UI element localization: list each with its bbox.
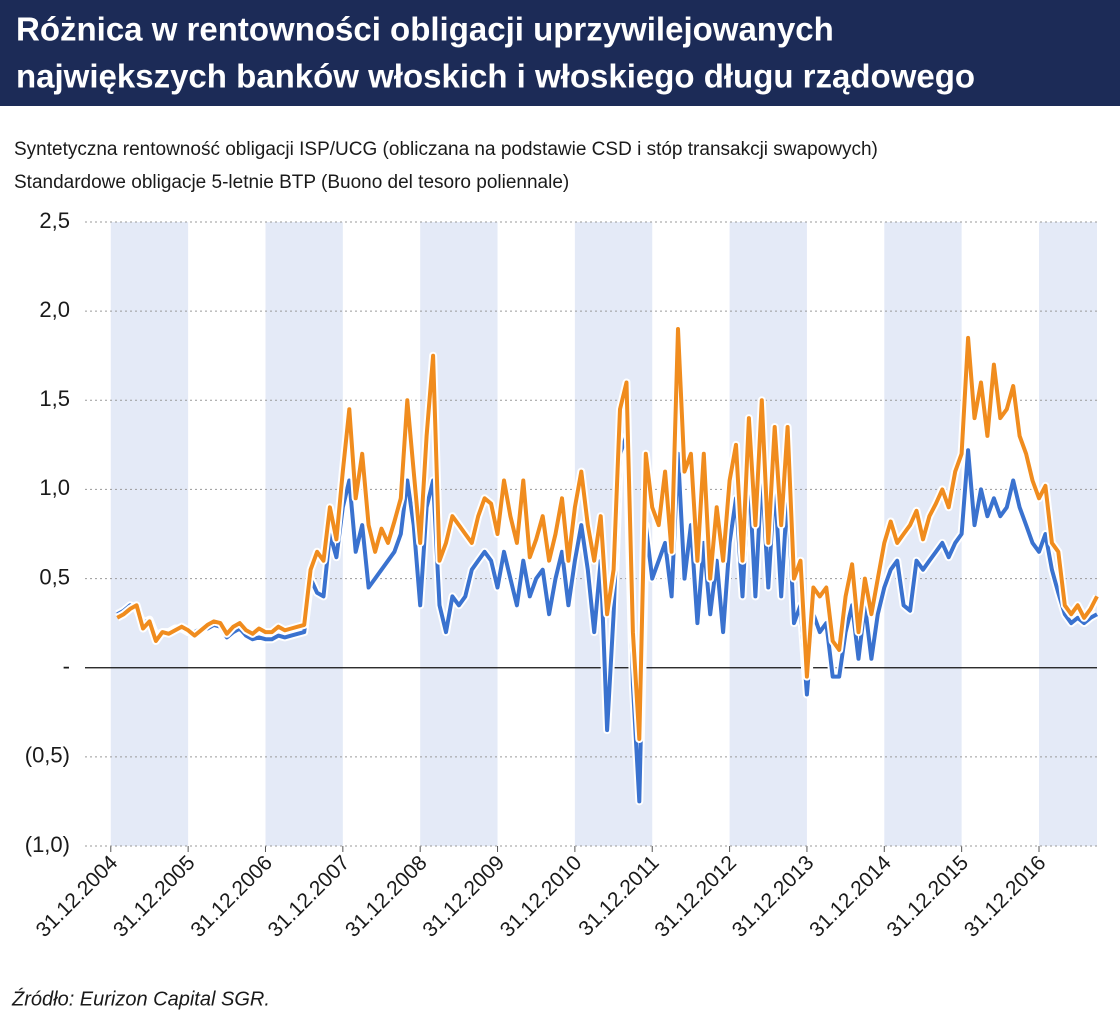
x-tick-label: 31.12.2009: [418, 851, 509, 942]
x-tick-label: 31.12.2016: [960, 851, 1051, 942]
y-tick-label: -: [63, 654, 70, 679]
x-tick-label: 31.12.2014: [805, 851, 896, 942]
x-tick-label: 31.12.2007: [264, 851, 355, 942]
series-line: [116, 433, 1098, 804]
year-band: [110, 222, 189, 846]
source: Źródło: Eurizon Capital SGR.: [11, 987, 270, 1010]
y-tick-label: 2,5: [39, 208, 70, 233]
x-tick-label: 31.12.2012: [650, 851, 741, 942]
x-tick-label: 31.12.2010: [496, 851, 587, 942]
x-tick-label: 31.12.2005: [109, 851, 200, 942]
x-tick-label: 31.12.2008: [341, 851, 432, 942]
y-tick-label: 0,5: [39, 564, 70, 589]
x-tick-label: 31.12.2006: [186, 851, 277, 942]
x-tick-label: 31.12.2015: [883, 851, 974, 942]
chart-title: największych banków włoskich i włoskiego…: [16, 58, 975, 95]
x-tick-label: 31.12.2004: [32, 851, 123, 942]
y-tick-label: (1,0): [25, 832, 70, 857]
year-band: [420, 222, 498, 846]
series-line: [116, 327, 1099, 741]
y-tick-label: (0,5): [25, 743, 70, 768]
legend-entry: Standardowe obligacje 5-letnie BTP (Buon…: [14, 172, 569, 193]
legend-entry: Syntetyczna rentowność obligacji ISP/UCG…: [14, 139, 878, 160]
y-tick-label: 1,0: [39, 475, 70, 500]
chart-title: Różnica w rentowności obligacji uprzywil…: [16, 11, 834, 48]
title-bar: [0, 0, 1120, 106]
y-tick-label: 1,5: [39, 386, 70, 411]
x-tick-label: 31.12.2013: [728, 851, 819, 942]
x-tick-label: 31.12.2011: [574, 851, 663, 940]
y-tick-label: 2,0: [39, 297, 70, 322]
